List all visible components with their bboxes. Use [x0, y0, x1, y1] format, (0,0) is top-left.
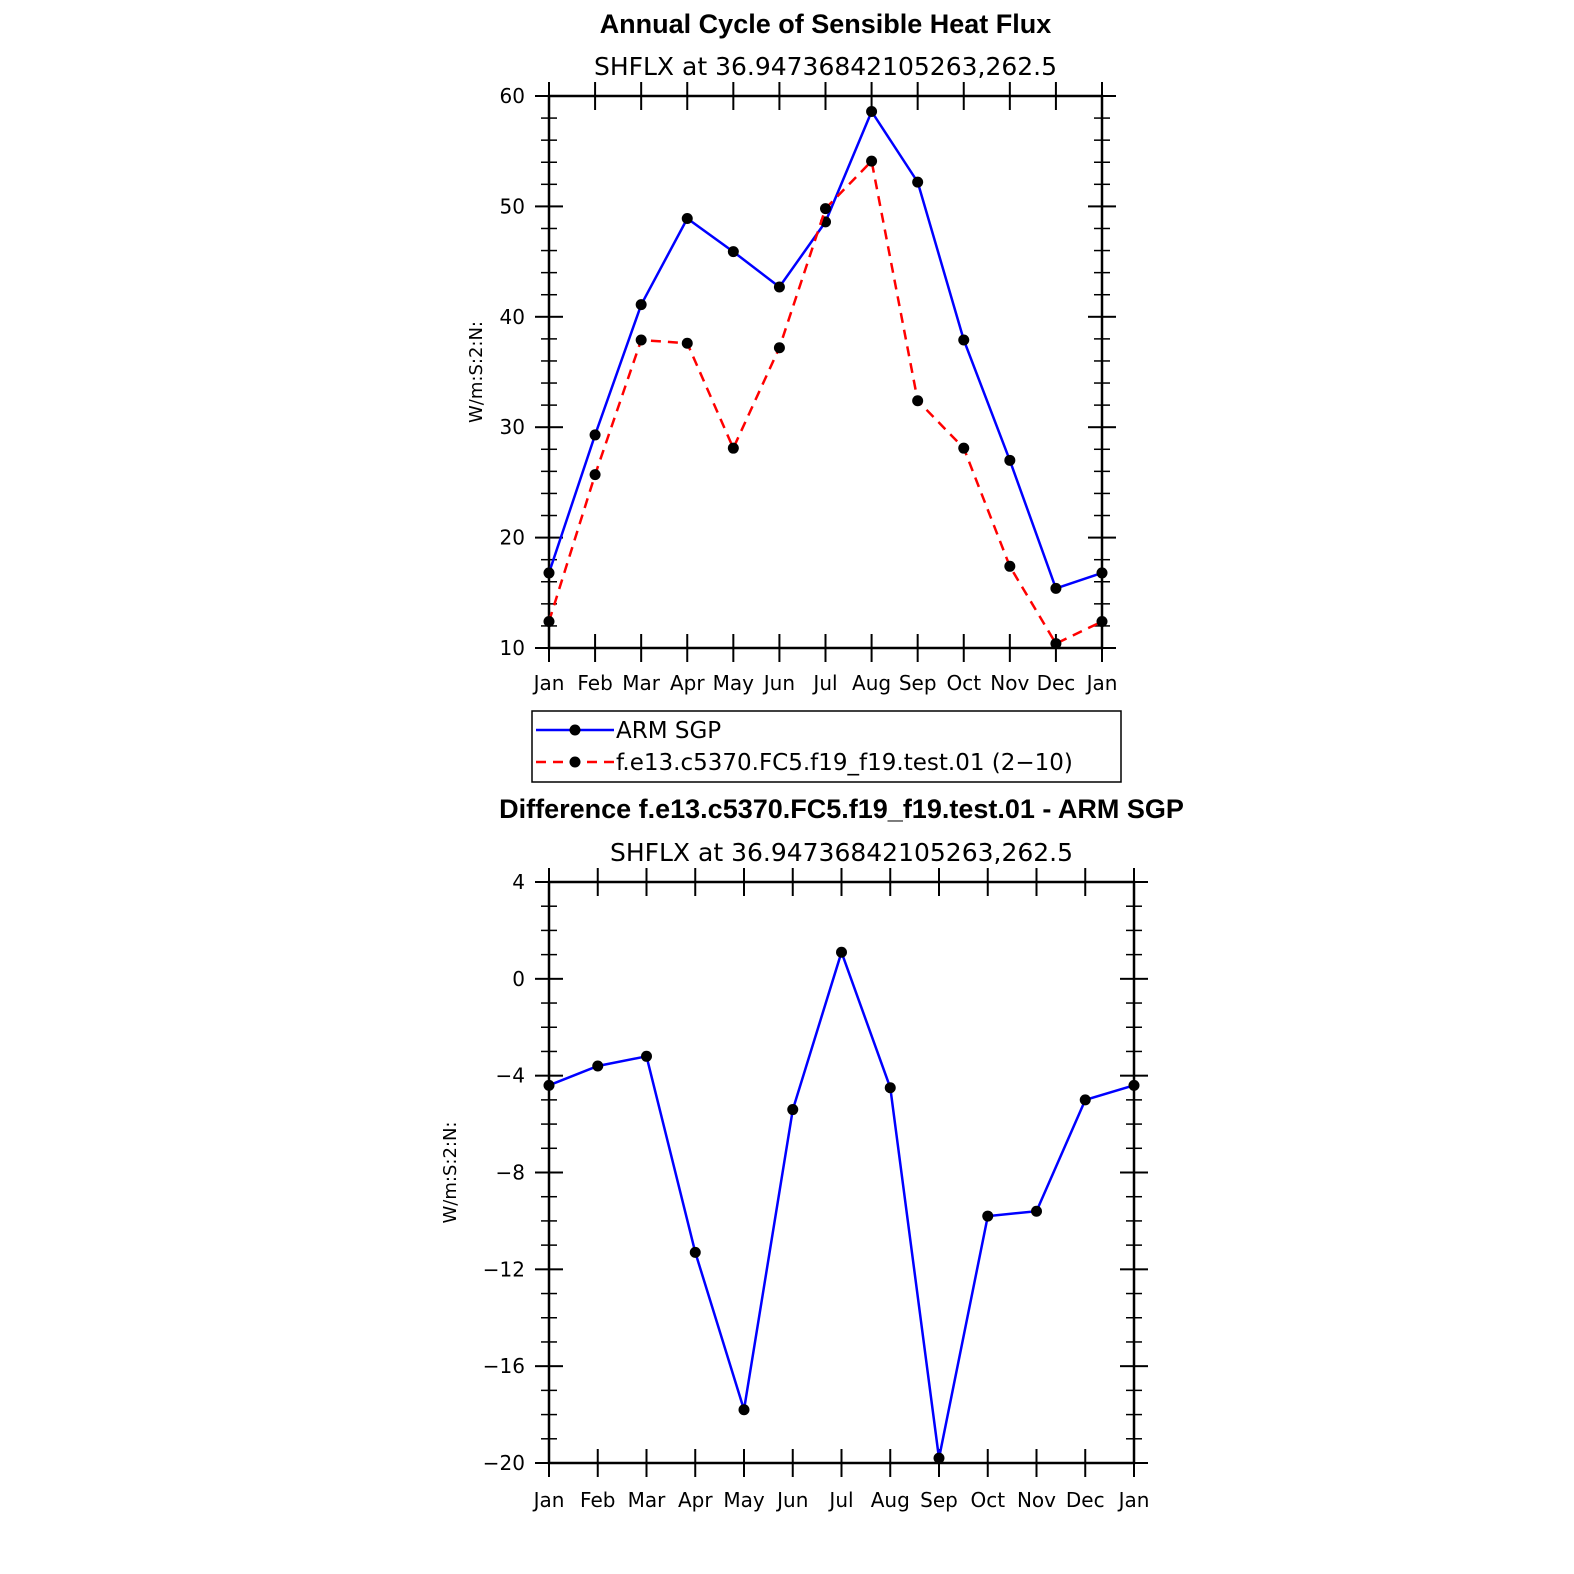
x-tick-label: Dec [1037, 671, 1076, 695]
data-point [681, 213, 693, 225]
y-tick-label: −12 [483, 1257, 525, 1281]
x-tick-label: Feb [577, 671, 612, 695]
data-point [589, 469, 601, 481]
data-point [773, 342, 785, 354]
data-point [543, 567, 555, 579]
x-tick-label: Mar [622, 671, 661, 695]
x-tick-label: Mar [628, 1488, 667, 1512]
x-tick-label: Jan [532, 671, 565, 695]
data-point [543, 616, 555, 628]
y-tick-label: 60 [500, 84, 525, 108]
y-tick-label: −20 [483, 1451, 525, 1475]
chart-title: Annual Cycle of Sensible Heat Flux [600, 9, 1052, 39]
series-line-1 [547, 158, 1103, 646]
chart-subtitle: SHFLX at 36.94736842105263,262.5 [610, 838, 1073, 867]
y-tick-label: −16 [483, 1354, 525, 1378]
data-point [773, 281, 785, 293]
x-tick-label: Oct [946, 671, 981, 695]
data-point [958, 334, 970, 346]
y-tick-label: 50 [500, 194, 525, 218]
x-tick-label: Sep [920, 1488, 958, 1512]
x-tick-label: Jan [1085, 671, 1118, 695]
x-tick-label: Nov [990, 671, 1029, 695]
x-tick-label: Apr [678, 1488, 713, 1512]
series-line-0 [547, 108, 1103, 590]
data-point [635, 299, 647, 311]
y-tick-label: 40 [500, 305, 525, 329]
data-point [635, 334, 647, 346]
data-point [884, 1082, 896, 1094]
y-tick-label: 0 [512, 967, 525, 991]
data-point [787, 1104, 799, 1116]
data-point [1079, 1094, 1091, 1106]
data-point [681, 337, 693, 349]
legend: ARM SGP f.e13.c5370.FC5.f19_f19.test.01 (… [531, 710, 1122, 783]
y-axis-label: W/m:S:2:N: [466, 321, 487, 423]
data-point [727, 246, 739, 258]
x-tick-label: May [713, 671, 755, 695]
data-point [689, 1246, 701, 1258]
x-tick-label: Jun [775, 1488, 808, 1512]
plot-frame [547, 94, 1104, 650]
y-axis-label: W/m:S:2:N: [440, 1122, 461, 1224]
x-tick-label: Aug [852, 671, 891, 695]
difference-chart: Difference f.e13.c5370.FC5.f19_f19.test.… [440, 794, 1184, 1512]
y-tick-label: 30 [500, 415, 525, 439]
data-point [1050, 582, 1062, 594]
x-tick-label: Jan [1117, 1488, 1150, 1512]
data-point [820, 203, 831, 215]
y-tick-label: 10 [500, 636, 525, 660]
data-point [982, 1210, 994, 1222]
x-tick-label: Oct [970, 1488, 1005, 1512]
x-tick-label: Dec [1066, 1488, 1105, 1512]
legend-box [531, 710, 1122, 783]
y-tick-label: −8 [496, 1161, 525, 1185]
x-tick-label: Aug [871, 1488, 910, 1512]
x-tick-label: Jan [532, 1488, 565, 1512]
data-point [912, 176, 924, 188]
x-tick-label: Jul [811, 671, 837, 695]
data-point [641, 1050, 652, 1062]
data-point [589, 429, 601, 441]
legend-entry-label: ARM SGP [616, 718, 721, 744]
x-tick-label: Sep [899, 671, 937, 695]
data-point [933, 1452, 945, 1464]
annual-cycle-chart: Annual Cycle of Sensible Heat Flux SHFLX … [466, 9, 1122, 783]
data-point [1128, 1079, 1140, 1091]
data-point [727, 442, 739, 454]
y-tick-label: 4 [512, 870, 525, 894]
data-point [1004, 560, 1016, 572]
data-point [912, 395, 924, 407]
x-tick-label: Jun [762, 671, 795, 695]
data-point [866, 105, 878, 117]
chart-title: Difference f.e13.c5370.FC5.f19_f19.test.… [499, 794, 1184, 824]
data-point [1031, 1205, 1042, 1217]
x-tick-label: Nov [1017, 1488, 1056, 1512]
data-point [836, 946, 847, 958]
legend-swatch-marker [569, 756, 581, 768]
y-tick-label: 20 [500, 526, 525, 550]
x-tick-label: May [723, 1488, 765, 1512]
x-tick-label: Apr [670, 671, 705, 695]
legend-swatch-marker [569, 724, 581, 736]
data-point [1096, 567, 1108, 579]
data-point [958, 442, 970, 454]
data-point [866, 155, 878, 167]
y-tick-label: −4 [496, 1064, 525, 1088]
data-point [592, 1060, 604, 1072]
x-tick-label: Feb [580, 1488, 615, 1512]
data-point [543, 1079, 555, 1091]
x-tick-label: Jul [827, 1488, 853, 1512]
legend-entry-label: f.e13.c5370.FC5.f19_f19.test.01 (2−10) [616, 750, 1073, 776]
data-point [1096, 616, 1108, 628]
chart-subtitle: SHFLX at 36.94736842105263,262.5 [594, 52, 1057, 81]
plot-frame [547, 880, 1136, 1465]
data-point [1050, 638, 1062, 650]
series-line-0 [548, 948, 1135, 1459]
data-point [738, 1404, 750, 1416]
data-point [1004, 454, 1016, 466]
